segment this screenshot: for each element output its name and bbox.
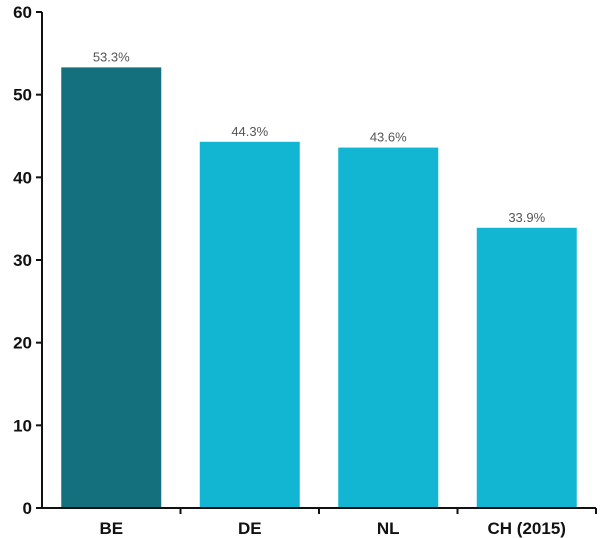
data-label: 43.6% bbox=[370, 130, 407, 145]
y-tick-label: 30 bbox=[13, 251, 32, 270]
y-tick-label: 10 bbox=[13, 416, 32, 435]
y-tick-label: 50 bbox=[13, 86, 32, 105]
y-axis: 0 10 20 30 40 50 60 bbox=[13, 3, 43, 518]
data-labels: 53.3% 44.3% 43.6% 33.9% bbox=[93, 49, 546, 224]
x-category-label: NL bbox=[377, 519, 400, 538]
x-category-label: BE bbox=[99, 519, 123, 538]
data-label: 33.9% bbox=[508, 210, 545, 225]
x-axis: BE DE NL CH (2015) bbox=[42, 507, 597, 538]
bar-be bbox=[61, 67, 162, 509]
x-category-label: CH (2015) bbox=[488, 519, 566, 538]
bar-de bbox=[199, 141, 300, 508]
bar-ch-2015 bbox=[476, 227, 577, 508]
x-category-label: DE bbox=[238, 519, 262, 538]
data-label: 53.3% bbox=[93, 49, 130, 64]
data-label: 44.3% bbox=[231, 124, 268, 139]
y-tick-label: 60 bbox=[13, 3, 32, 22]
y-tick-label: 20 bbox=[13, 334, 32, 353]
y-tick-label: 0 bbox=[23, 499, 32, 518]
bars bbox=[61, 67, 577, 509]
y-tick-label: 40 bbox=[13, 168, 32, 187]
bar-nl bbox=[338, 147, 439, 508]
